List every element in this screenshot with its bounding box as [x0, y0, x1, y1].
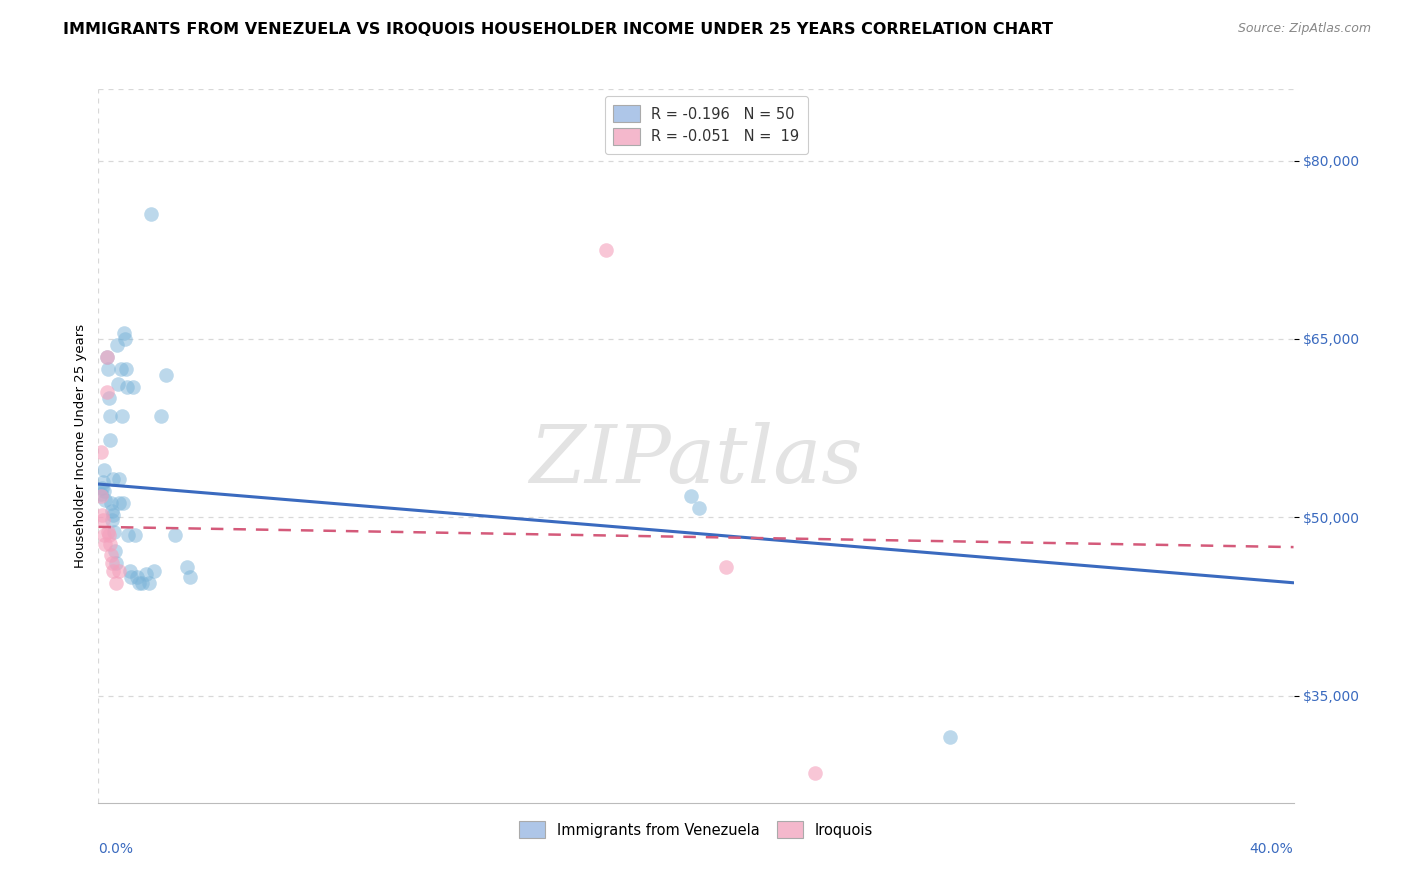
Point	[110, 361, 132, 376]
Point	[98, 409, 121, 424]
Point	[91, 481, 114, 495]
Point	[98, 433, 122, 447]
Point	[142, 564, 165, 578]
Point	[118, 564, 141, 578]
Point	[94, 492, 117, 507]
Point	[150, 409, 173, 424]
Point	[93, 463, 115, 477]
Point	[125, 570, 148, 584]
Point	[804, 766, 827, 780]
Point	[163, 528, 186, 542]
Point	[94, 536, 117, 550]
Point	[120, 570, 142, 584]
Point	[105, 338, 128, 352]
Text: 40.0%: 40.0%	[1250, 842, 1294, 855]
Point	[97, 361, 120, 376]
Point	[100, 549, 122, 563]
Point	[107, 472, 129, 486]
Point	[688, 500, 710, 515]
Point	[131, 575, 153, 590]
Point	[93, 528, 115, 542]
Point	[97, 392, 120, 406]
Text: IMMIGRANTS FROM VENEZUELA VS IROQUOIS HOUSEHOLDER INCOME UNDER 25 YEARS CORRELAT: IMMIGRANTS FROM VENEZUELA VS IROQUOIS HO…	[63, 22, 1053, 37]
Point	[103, 524, 125, 539]
Point	[91, 508, 114, 522]
Y-axis label: Householder Income Under 25 years: Householder Income Under 25 years	[75, 324, 87, 568]
Point	[107, 564, 129, 578]
Point	[135, 567, 157, 582]
Point	[138, 575, 160, 590]
Point	[100, 504, 122, 518]
Point	[93, 484, 115, 499]
Point	[111, 409, 134, 424]
Point	[128, 575, 150, 590]
Point	[100, 496, 122, 510]
Point	[115, 361, 138, 376]
Point	[681, 489, 703, 503]
Point	[91, 513, 114, 527]
Point	[96, 350, 118, 364]
Point	[111, 496, 134, 510]
Point	[97, 524, 120, 539]
Point	[939, 731, 962, 745]
Point	[96, 350, 118, 364]
Text: 0.0%: 0.0%	[98, 842, 134, 855]
Point	[91, 475, 114, 489]
Point	[101, 513, 124, 527]
Point	[98, 536, 121, 550]
Point	[104, 556, 127, 570]
Point	[112, 326, 135, 340]
Point	[90, 445, 112, 459]
Point	[714, 560, 737, 574]
Point	[117, 528, 139, 542]
Text: ZIPatlas: ZIPatlas	[529, 422, 863, 499]
Text: Source: ZipAtlas.com: Source: ZipAtlas.com	[1237, 22, 1371, 36]
Point	[124, 528, 146, 542]
Point	[96, 385, 118, 400]
Point	[176, 560, 198, 574]
Legend: Immigrants from Venezuela, Iroquois: Immigrants from Venezuela, Iroquois	[512, 814, 880, 846]
Point	[115, 379, 138, 393]
Point	[90, 489, 112, 503]
Point	[103, 564, 125, 578]
Point	[114, 332, 136, 346]
Point	[103, 508, 125, 522]
Point	[90, 486, 112, 500]
Point	[108, 496, 131, 510]
Point	[104, 543, 127, 558]
Point	[97, 528, 120, 542]
Point	[139, 207, 162, 221]
Point	[121, 379, 143, 393]
Point	[179, 570, 201, 584]
Point	[104, 575, 127, 590]
Point	[595, 243, 617, 257]
Point	[155, 368, 177, 382]
Point	[101, 472, 124, 486]
Point	[101, 556, 124, 570]
Point	[107, 377, 129, 392]
